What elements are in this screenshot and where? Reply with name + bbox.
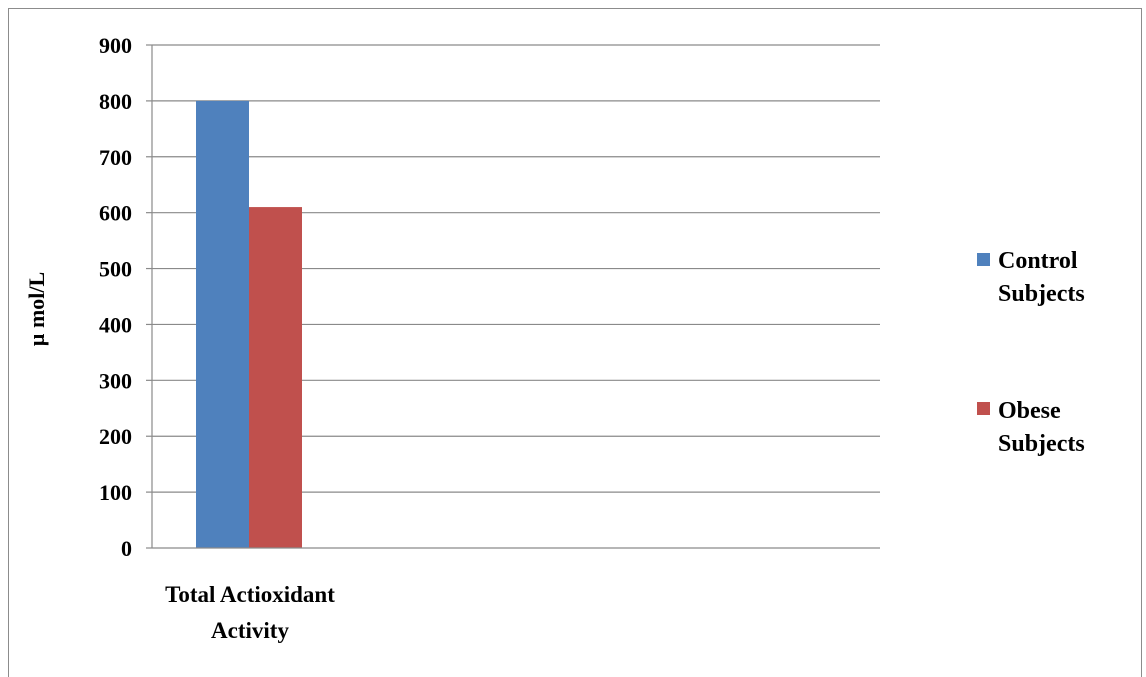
tick-labels: 0 100 200 300 400 500 600 700 800 900 Total Actiox…: [24, 33, 335, 643]
y-tick-label: 0: [121, 536, 132, 561]
legend-label-control: Control Subjects: [998, 248, 1085, 307]
x-category-label: Total Actioxidant Activity: [165, 582, 335, 643]
bar-control: [196, 100, 249, 548]
legend-label-line: Obese: [998, 398, 1061, 424]
y-tick-label: 700: [99, 145, 132, 170]
x-category-label-line: Total Actioxidant: [165, 582, 335, 607]
y-tick-label: 100: [99, 480, 132, 505]
legend-label-line: Subjects: [998, 281, 1085, 307]
legend-label-line: Subjects: [998, 431, 1085, 457]
y-tick-label: 500: [99, 257, 132, 282]
legend-swatch-control: [977, 253, 990, 266]
y-tick-label: 400: [99, 312, 132, 337]
y-tick-label: 900: [99, 33, 132, 58]
y-tick-label: 800: [99, 89, 132, 114]
chart-frame: [8, 8, 1142, 677]
bars: [196, 100, 302, 549]
legend-label-line: Control: [998, 248, 1078, 274]
y-axis-title: µ mol/L: [24, 272, 49, 346]
legend-swatch-obese: [977, 402, 990, 415]
legend-label-obese: Obese Subjects: [998, 398, 1085, 457]
y-tick-label: 300: [99, 368, 132, 393]
legend: Control Subjects Obese Subjects: [977, 248, 1085, 457]
y-tick-label: 200: [99, 424, 132, 449]
axes: [146, 44, 880, 549]
x-category-label-line: Activity: [211, 618, 289, 643]
bar-obese: [249, 207, 302, 549]
y-tick-label: 600: [99, 201, 132, 226]
